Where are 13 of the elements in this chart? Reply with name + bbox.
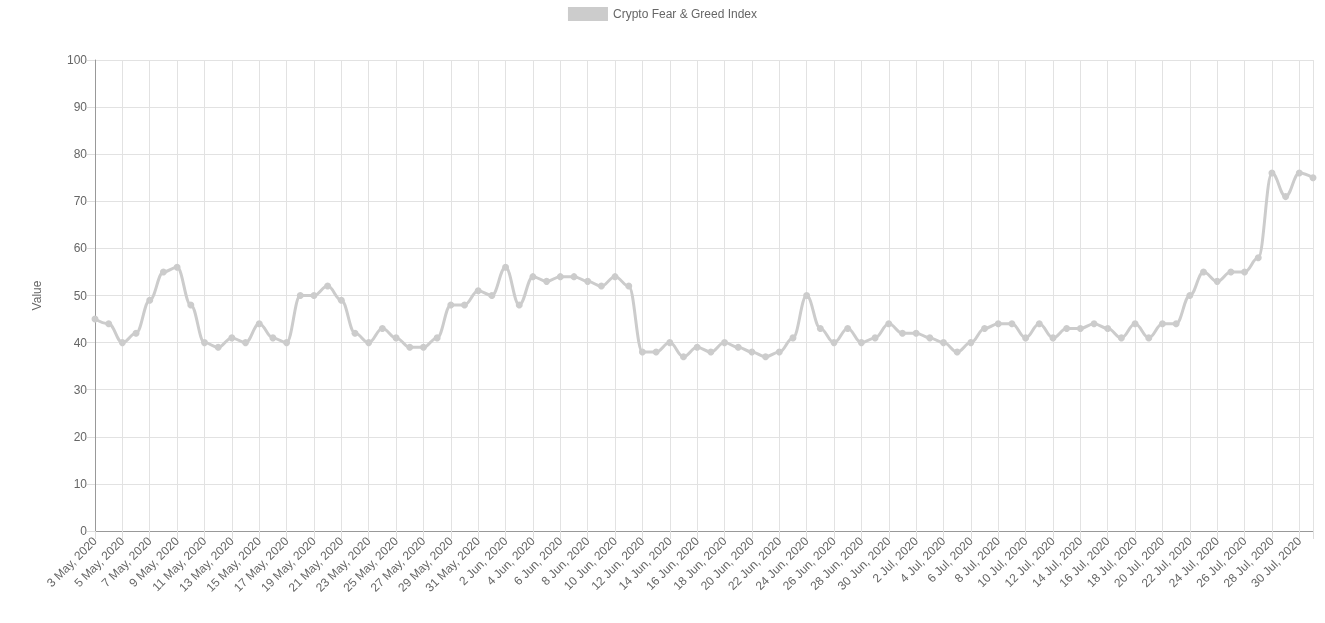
y-tick-label: 0 <box>80 524 88 538</box>
y-tick-label: 100 <box>66 53 88 67</box>
y-tick-label: 30 <box>73 382 88 397</box>
y-tick-label: 90 <box>73 100 88 115</box>
y-tick-label: 80 <box>73 147 88 162</box>
legend-label: Crypto Fear & Greed Index <box>612 7 758 21</box>
y-tick-label: 60 <box>73 241 88 256</box>
y-tick-label: 70 <box>73 194 88 209</box>
y-tick-label: 40 <box>73 335 88 350</box>
y-tick-label: 50 <box>73 288 88 303</box>
y-tick-label: 20 <box>73 429 88 444</box>
y-axis-title: Value <box>30 280 44 311</box>
y-tick-label: 10 <box>73 476 88 491</box>
